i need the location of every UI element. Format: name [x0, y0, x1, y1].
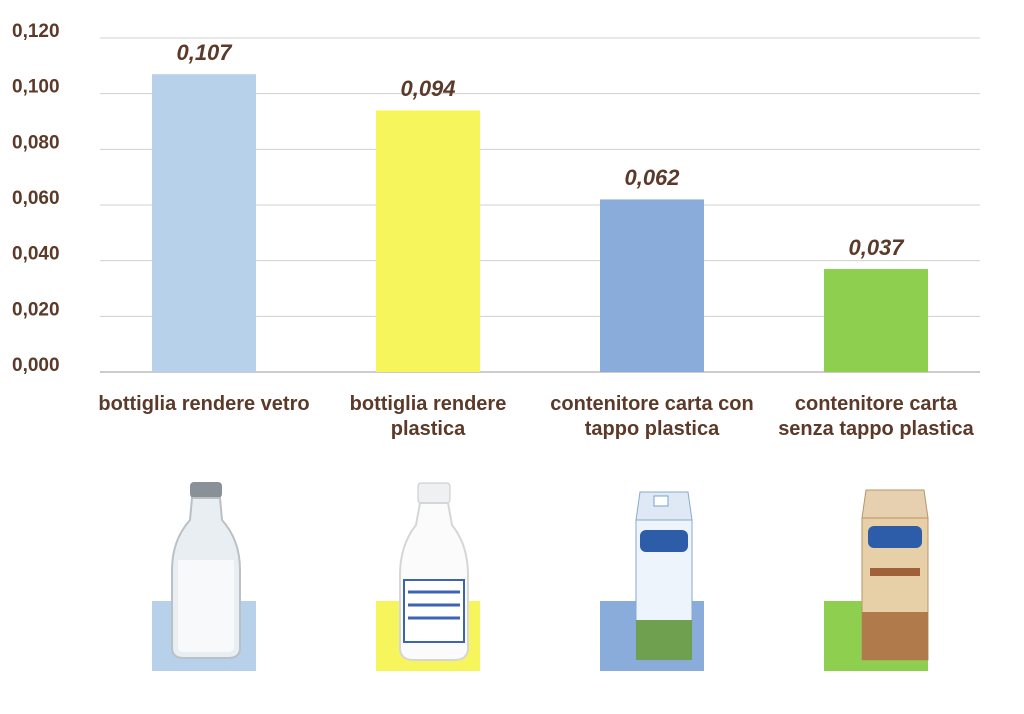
carton-without-cap [861, 489, 929, 661]
x-tick-label: bottiglia rendere plastica [349, 393, 507, 440]
carton-with-cap [635, 491, 693, 661]
bar [376, 110, 480, 372]
value-label: 0,107 [176, 40, 233, 65]
y-tick-label: 0,040 [12, 244, 60, 265]
y-tick-label: 0,060 [12, 188, 60, 209]
value-label: 0,094 [400, 76, 455, 101]
bar [152, 74, 256, 372]
y-tick-label: 0,120 [12, 21, 60, 42]
x-tick-label: contenitore carta con tappo plastica [550, 393, 754, 440]
x-tick-label: contenitore carta senza tappo plastica [778, 393, 974, 440]
plastic-bottle [399, 482, 469, 661]
bar [824, 269, 928, 372]
product-images [171, 482, 929, 661]
y-tick-label: 0,080 [12, 132, 60, 153]
y-tick-label: 0,020 [12, 299, 60, 320]
bar [600, 199, 704, 372]
y-tick-label: 0,000 [12, 355, 60, 376]
glass-bottle [171, 482, 241, 659]
value-label: 0,062 [624, 165, 680, 190]
value-label: 0,037 [848, 235, 905, 260]
x-tick-label: bottiglia rendere vetro [98, 393, 310, 415]
y-tick-label: 0,100 [12, 77, 60, 98]
